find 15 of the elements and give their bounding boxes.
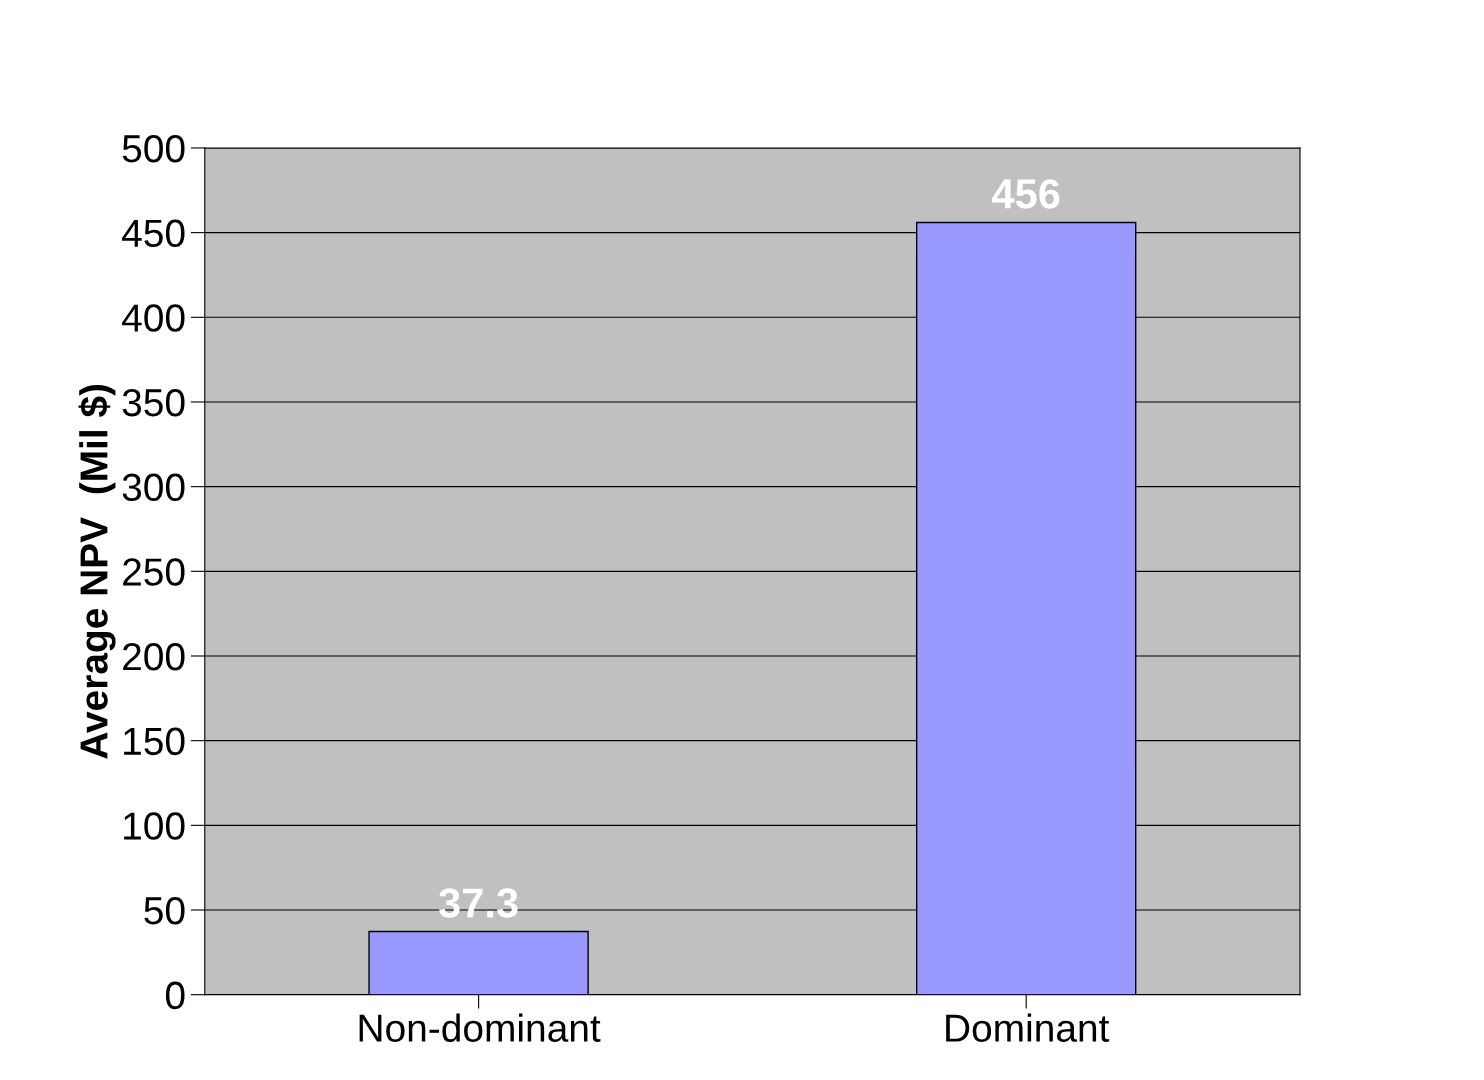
- data-label: 456: [992, 179, 1060, 209]
- y-tick-label: 150: [124, 727, 185, 756]
- y-tick-label: 400: [122, 304, 185, 332]
- x-tick-label: Non-dominant: [359, 1013, 601, 1042]
- y-axis-title: Average NPV (Mil $): [78, 384, 116, 759]
- y-tick-label: 500: [122, 134, 185, 163]
- y-tick-label: 350: [122, 388, 185, 417]
- y-tick-label: 0: [165, 981, 185, 1010]
- y-tick-label: 300: [122, 473, 185, 502]
- y-tick-label: 450: [122, 219, 185, 248]
- y-tick-label: 200: [123, 642, 185, 671]
- y-tick-label: 100: [124, 812, 185, 840]
- x-tick-label: Dominant: [946, 1013, 1110, 1042]
- y-tick-label: 50: [144, 896, 185, 925]
- y-tick-label: 250: [123, 558, 185, 586]
